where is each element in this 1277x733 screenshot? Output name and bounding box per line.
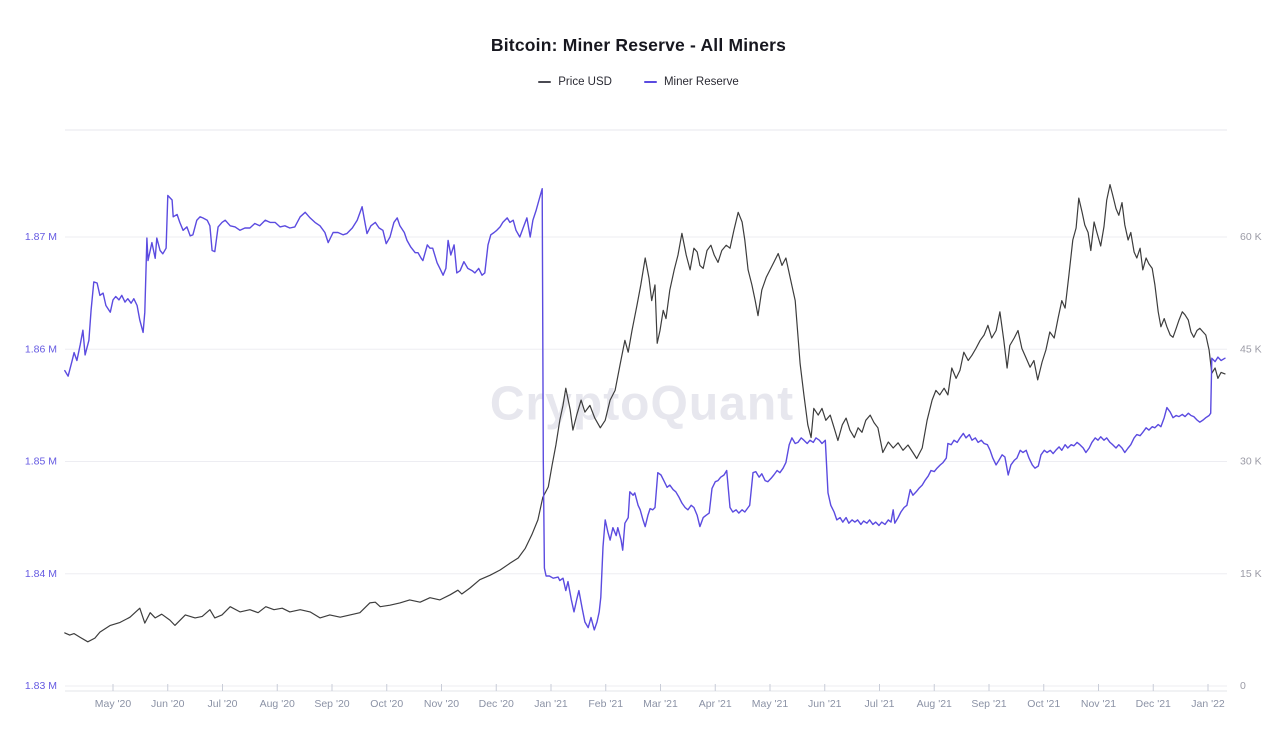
legend-label-price-usd: Price USD <box>558 76 612 88</box>
legend: Price USD Miner Reserve <box>0 76 1277 88</box>
x-axis-label: Jul '20 <box>207 698 237 710</box>
x-axis-label: May '21 <box>752 698 789 710</box>
legend-item-miner-reserve[interactable]: Miner Reserve <box>643 76 739 88</box>
x-axis-label: Jun '20 <box>151 698 185 710</box>
watermark: CryptoQuant <box>490 378 794 431</box>
y-axis-left-label: 1.83 M <box>25 680 57 692</box>
price-usd-line[interactable] <box>64 184 1226 643</box>
y-axis-right-label: 30 K <box>1240 456 1262 468</box>
x-axis-label: Mar '21 <box>643 698 678 710</box>
legend-item-price-usd[interactable]: Price USD <box>538 76 612 88</box>
x-axis-label: Sep '20 <box>314 698 349 710</box>
x-axis-label: Aug '21 <box>917 698 952 710</box>
y-axis-left-label: 1.86 M <box>25 343 57 355</box>
x-axis-label: May '20 <box>95 698 132 710</box>
x-axis-label: Dec '20 <box>479 698 514 710</box>
x-axis-label: Jul '21 <box>864 698 894 710</box>
x-axis-label: Sep '21 <box>971 698 1006 710</box>
y-axis-right-label: 60 K <box>1240 231 1262 243</box>
price-usd-legend-dash-icon <box>538 81 552 83</box>
x-axis-label: Oct '21 <box>1027 698 1060 710</box>
miner-reserve-line[interactable] <box>64 187 1226 631</box>
y-axis-left-label: 1.84 M <box>25 568 57 580</box>
x-axis-label: Jan '21 <box>534 698 568 710</box>
y-axis-right-label: 0 <box>1240 680 1246 692</box>
x-axis-label: Jan '22 <box>1191 698 1225 710</box>
y-axis-right-label: 45 K <box>1240 343 1262 355</box>
x-axis-label: Nov '21 <box>1081 698 1116 710</box>
x-axis-label: Feb '21 <box>588 698 623 710</box>
x-axis-label: Dec '21 <box>1136 698 1171 710</box>
y-axis-left-label: 1.87 M <box>25 231 57 243</box>
y-axis-left-label: 1.85 M <box>25 456 57 468</box>
x-axis-label: Jun '21 <box>808 698 842 710</box>
x-axis-label: Aug '20 <box>260 698 295 710</box>
legend-label-miner-reserve: Miner Reserve <box>663 76 739 88</box>
chart-title: Bitcoin: Miner Reserve - All Miners <box>490 35 787 55</box>
y-axis-right-label: 15 K <box>1240 568 1262 580</box>
x-axis-label: Nov '20 <box>424 698 459 710</box>
miner-reserve-legend-dash-icon <box>643 81 657 83</box>
x-axis-label: Apr '21 <box>699 698 732 710</box>
x-axis-label: Oct '20 <box>370 698 403 710</box>
